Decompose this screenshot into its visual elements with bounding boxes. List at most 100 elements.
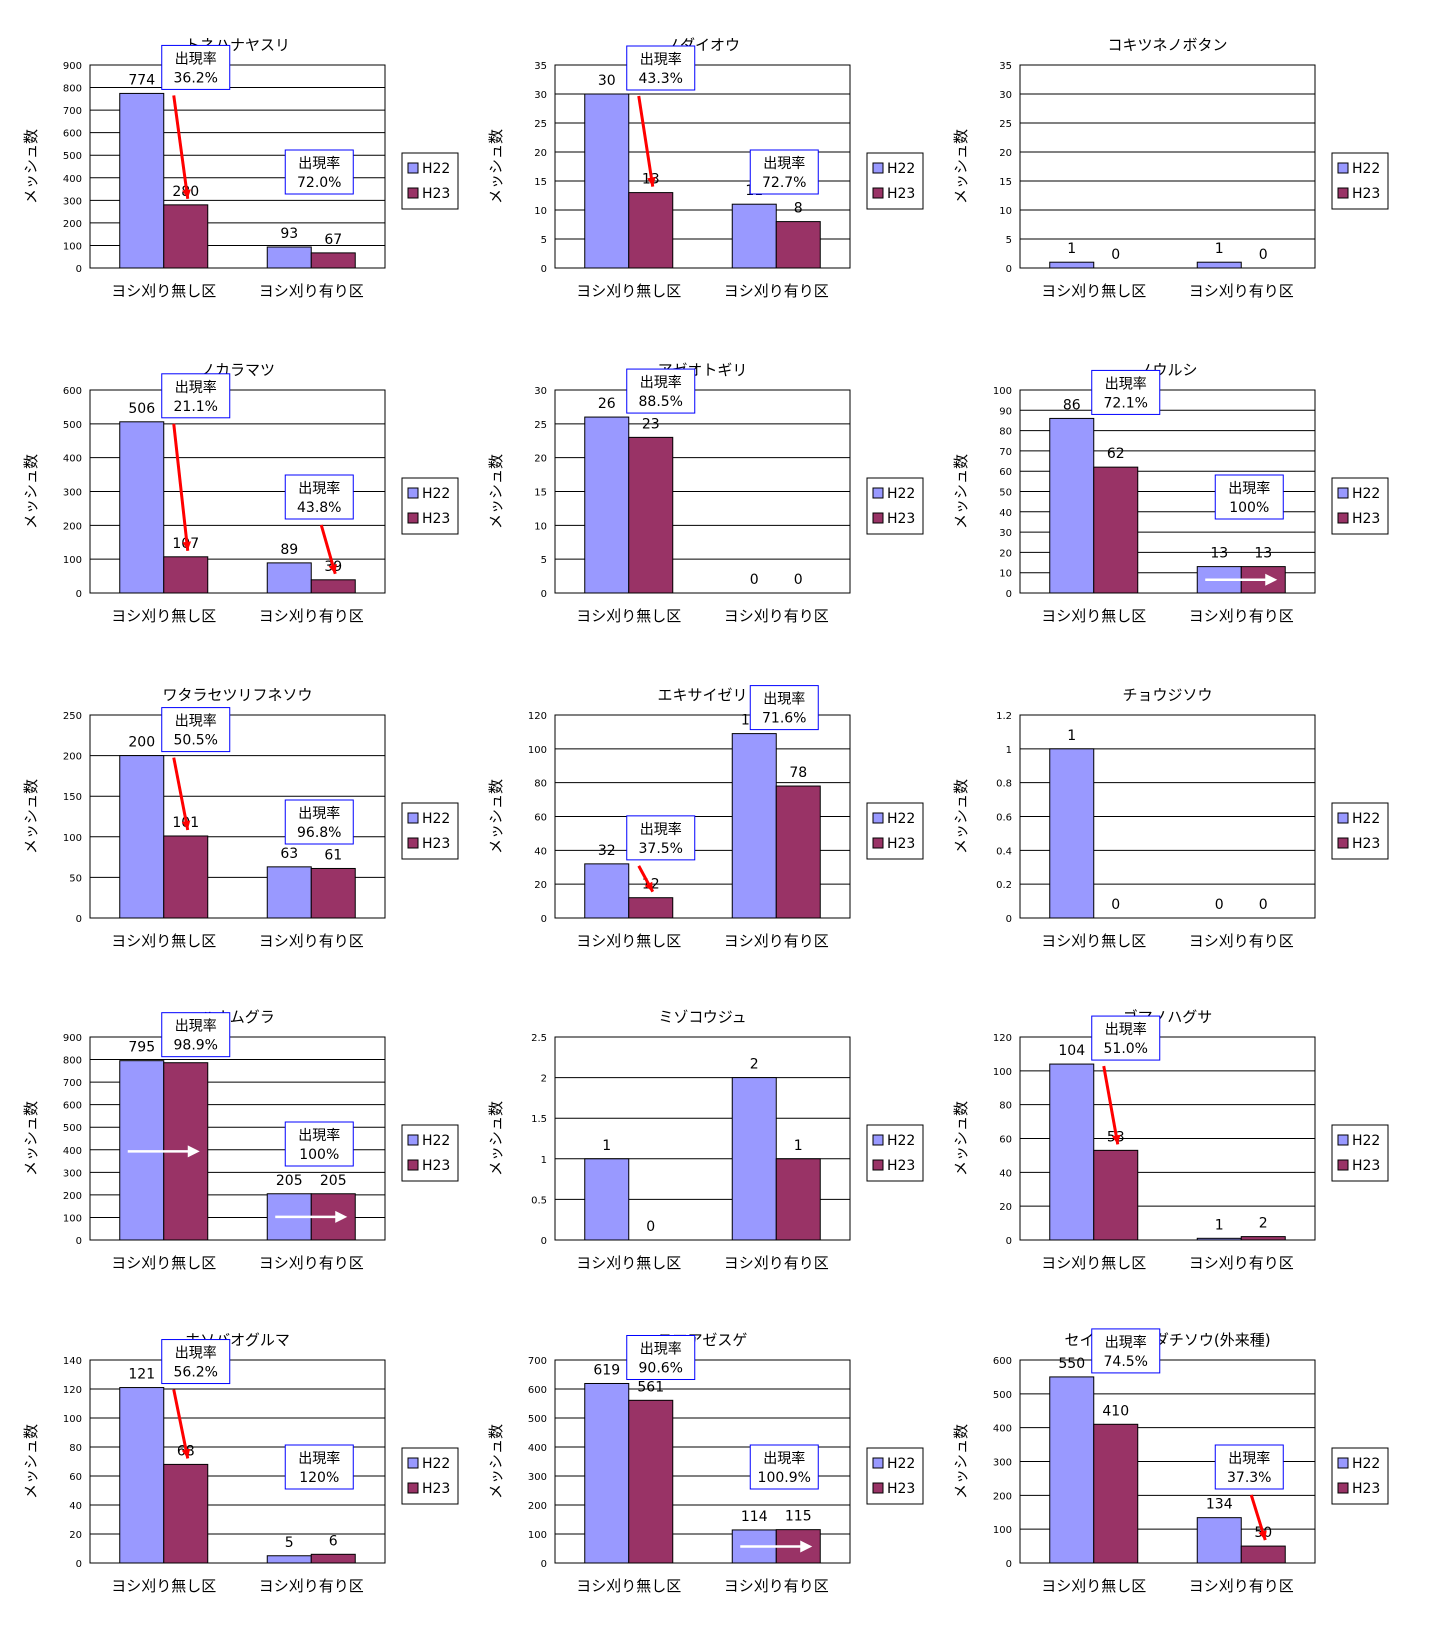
- rate-value: 37.3%: [1227, 1470, 1271, 1486]
- plot-area: [554, 1036, 851, 1241]
- y-tick-label: 140: [63, 1356, 82, 1367]
- legend-swatch: [407, 162, 419, 174]
- legend-box: [1331, 1447, 1389, 1505]
- y-tick-label: 100: [63, 241, 82, 252]
- y-tick-label: 0.4: [996, 846, 1012, 857]
- rate-value: 98.9%: [174, 1038, 218, 1054]
- y-tick-label: 20: [999, 1202, 1012, 1213]
- y-tick-label: 50: [999, 488, 1012, 499]
- bar-h23: [775, 221, 821, 269]
- x-tick-label: ヨシ刈り有り区: [1189, 932, 1294, 950]
- y-tick-label: 700: [63, 106, 82, 117]
- rate-label: 出現率: [175, 1018, 217, 1035]
- y-tick-label: 600: [528, 1385, 547, 1396]
- bar-chart: ゴマノハグサ020406080100120メッシュ数10453ヨシ刈り無し区12…: [952, 1008, 1389, 1272]
- data-label: 78: [789, 765, 807, 781]
- x-tick-label: ヨシ刈り有り区: [259, 932, 364, 950]
- x-tick-label: ヨシ刈り無し区: [1041, 607, 1146, 625]
- rate-box: [161, 707, 231, 753]
- rate-label: 出現率: [298, 805, 340, 822]
- y-tick-label: 0: [1006, 264, 1012, 275]
- y-tick-label: 600: [63, 129, 82, 140]
- y-tick-label: 200: [993, 1491, 1012, 1502]
- red-arrow-head: [1258, 1530, 1267, 1541]
- x-tick-label: ヨシ刈り有り区: [724, 607, 829, 625]
- legend-swatch: [872, 1482, 884, 1494]
- rate-label: 出現率: [1228, 480, 1270, 497]
- y-tick-label: 1: [541, 1155, 547, 1166]
- rate-box: [284, 474, 354, 520]
- legend-swatch: [872, 812, 884, 824]
- y-tick-label: 100: [63, 1213, 82, 1224]
- bar-h23: [163, 1463, 209, 1564]
- rate-value: 72.0%: [297, 175, 341, 191]
- red-arrow-head: [182, 541, 192, 551]
- legend-label: H23: [1352, 836, 1380, 852]
- bar-chart: ノダイオウ05101520253035メッシュ数3013ヨシ刈り無し区118ヨシ…: [487, 36, 924, 300]
- red-arrow-head: [182, 189, 191, 199]
- red-arrow-head: [328, 563, 337, 574]
- y-tick-label: 200: [63, 219, 82, 230]
- bar-h23: [310, 252, 356, 269]
- y-tick-label: 30: [999, 528, 1012, 539]
- bar-h23: [163, 204, 209, 269]
- red-arrow: [172, 1389, 190, 1459]
- legend-box: [866, 1124, 924, 1182]
- data-label: 62: [1107, 446, 1125, 462]
- y-axis-label: メッシュ数: [22, 779, 40, 854]
- legend: H22 H23: [866, 152, 924, 210]
- x-tick-label: ヨシ刈り有り区: [259, 1254, 364, 1272]
- bar-chart: エキサイゼリ020406080100120メッシュ数3212ヨシ刈り無し区109…: [487, 685, 924, 950]
- bar-chart: ハナムグラ0100200300400500600700800900メッシュ数79…: [22, 1008, 459, 1272]
- y-tick-label: 0.6: [996, 813, 1012, 824]
- plot-area: [89, 1359, 386, 1564]
- legend-swatch: [1337, 1457, 1349, 1469]
- rate-callout: 出現率 100%: [1205, 474, 1284, 586]
- white-arrow-head: [800, 1540, 813, 1553]
- legend-label: H23: [887, 1158, 915, 1174]
- y-tick-label: 0: [541, 1559, 547, 1570]
- rate-value: 50.5%: [174, 733, 218, 749]
- data-label: 0: [1111, 897, 1120, 913]
- y-tick-label: 2: [541, 1074, 547, 1085]
- y-tick-label: 600: [63, 386, 82, 397]
- red-arrow-head: [181, 820, 191, 830]
- chart-panel: ワタラセツリフネソウ050100150200250メッシュ数200101ヨシ刈り…: [20, 650, 490, 968]
- y-tick-label: 40: [534, 846, 547, 857]
- rate-label: 出現率: [1105, 1021, 1147, 1038]
- y-tick-label: 0: [76, 1559, 82, 1570]
- bar-h23: [1093, 1423, 1139, 1564]
- bar-chart: ノウルシ0102030405060708090100メッシュ数8662ヨシ刈り無…: [952, 361, 1389, 625]
- x-tick-label: ヨシ刈り有り区: [259, 282, 364, 300]
- bar-h22: [119, 421, 165, 594]
- legend-swatch: [407, 487, 419, 499]
- y-tick-label: 5: [541, 235, 547, 246]
- red-arrow: [637, 95, 655, 187]
- bar-h22: [731, 203, 777, 269]
- legend-label: H22: [422, 1456, 450, 1472]
- bar-h23: [628, 192, 674, 269]
- rate-value: 88.5%: [639, 394, 683, 410]
- y-tick-label: 0.8: [996, 779, 1012, 790]
- y-tick-label: 10: [534, 521, 547, 532]
- x-tick-label: ヨシ刈り有り区: [1189, 282, 1294, 300]
- rate-label: 出現率: [640, 374, 682, 391]
- rate-callout: 出現率 37.5%: [626, 815, 696, 893]
- rate-value: 96.8%: [297, 825, 341, 841]
- data-label: 1: [602, 1138, 611, 1154]
- data-label: 200: [128, 735, 155, 751]
- bar-h23: [1240, 1545, 1286, 1564]
- data-label: 561: [637, 1379, 664, 1395]
- legend-swatch: [872, 187, 884, 199]
- data-label: 13: [1210, 546, 1228, 562]
- legend-label: H22: [1352, 1456, 1380, 1472]
- y-tick-label: 400: [528, 1443, 547, 1454]
- rate-label: 出現率: [298, 1450, 340, 1467]
- rate-callout: 出現率 56.2%: [161, 1339, 231, 1459]
- y-tick-label: 200: [63, 752, 82, 763]
- legend-box: [401, 152, 459, 210]
- y-tick-label: 20: [534, 454, 547, 465]
- legend-label: H22: [422, 161, 450, 177]
- y-tick-label: 300: [528, 1472, 547, 1483]
